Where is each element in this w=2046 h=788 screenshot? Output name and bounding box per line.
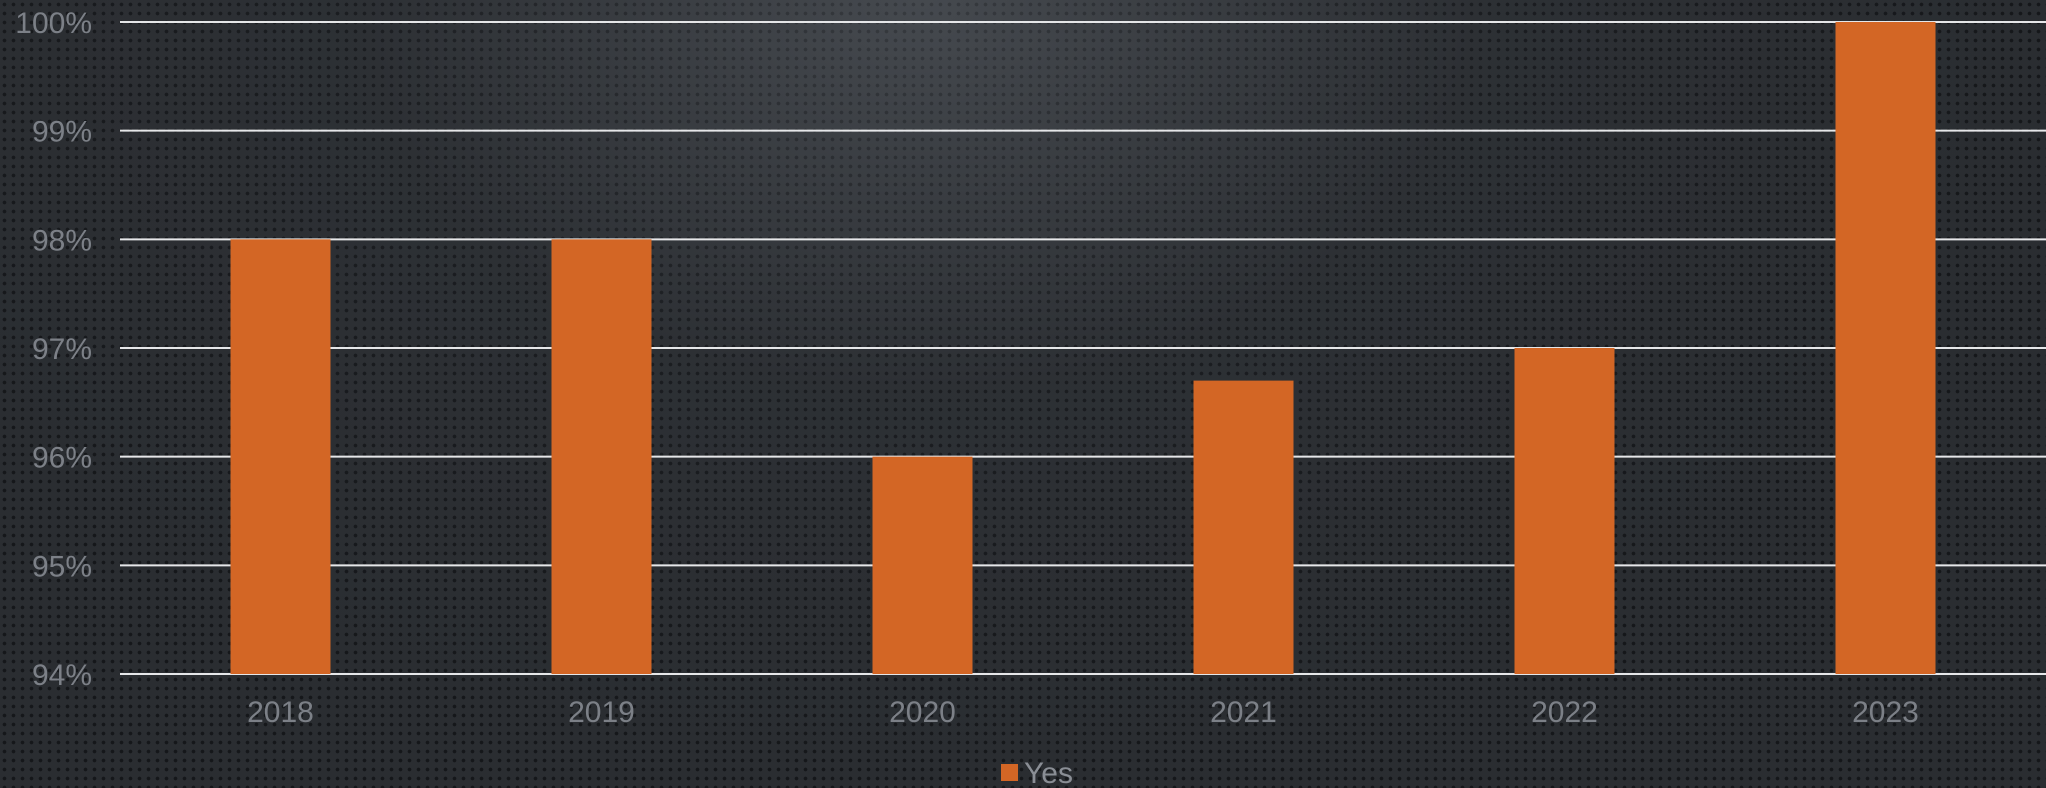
x-tick-label-2018: 2018 [247, 696, 314, 729]
bar-2019 [551, 239, 652, 675]
bar-2020 [872, 456, 973, 674]
bar-2023 [1835, 22, 1936, 674]
y-tick-label: 99% [32, 116, 92, 149]
x-axis: 2018 2019 2020 2021 2022 2023 [247, 696, 1919, 729]
x-tick-label-2021: 2021 [1210, 696, 1277, 729]
legend: Yes [1001, 757, 1073, 788]
x-tick-label-2023: 2023 [1852, 696, 1919, 729]
y-tick-label: 100% [15, 7, 92, 40]
y-axis: 94% 95% 96% 97% 98% 99% 100% [15, 7, 92, 692]
bar-2021 [1193, 380, 1294, 674]
x-tick-label-2019: 2019 [568, 696, 635, 729]
gridlines [120, 21, 2046, 675]
x-tick-label-2022: 2022 [1531, 696, 1598, 729]
y-tick-label: 98% [32, 224, 92, 257]
y-tick-label: 95% [32, 550, 92, 583]
y-tick-label: 96% [32, 442, 92, 475]
y-tick-label: 94% [32, 659, 92, 692]
x-tick-label-2020: 2020 [889, 696, 956, 729]
bars [230, 22, 1936, 675]
bar-2018 [230, 239, 331, 675]
legend-label-yes: Yes [1024, 757, 1073, 788]
y-tick-label: 97% [32, 333, 92, 366]
legend-swatch-yes [1001, 764, 1018, 781]
bar-2022 [1514, 348, 1615, 674]
